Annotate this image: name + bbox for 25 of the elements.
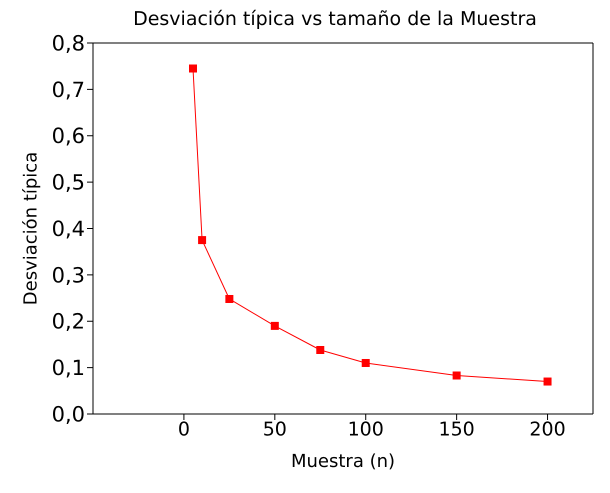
point xyxy=(544,378,552,386)
point xyxy=(362,358,370,367)
y-axis-title: Desviación típica xyxy=(20,152,42,306)
y-tick-label: 0,7 xyxy=(52,78,85,102)
x-axis-title: Muestra (n) xyxy=(290,450,396,472)
chart-title: Desviación típica vs tamaño de la Muestra xyxy=(133,8,537,30)
point xyxy=(189,64,197,73)
point xyxy=(270,322,279,330)
x-tick-label: 0 xyxy=(178,418,190,440)
x-tick-label: 100 xyxy=(348,418,384,440)
x-tick-label: 200 xyxy=(529,418,566,440)
y-tick-label: 0,6 xyxy=(52,124,85,148)
y-tick-label: 0,8 xyxy=(52,31,85,56)
y-tick-label: 0,0 xyxy=(52,402,85,426)
point xyxy=(452,372,461,380)
y-tick-label: 0,2 xyxy=(52,310,85,334)
x-tick-label: 150 xyxy=(438,418,475,440)
point xyxy=(316,346,324,354)
y-tick-label: 0,5 xyxy=(52,170,85,195)
point xyxy=(198,236,206,244)
x-tick-label: 50 xyxy=(262,418,287,440)
y-tick-label: 0,3 xyxy=(52,263,85,288)
y-tick-label: 0,4 xyxy=(52,216,85,241)
y-tick-label: 0,1 xyxy=(52,356,85,380)
point xyxy=(225,294,234,303)
